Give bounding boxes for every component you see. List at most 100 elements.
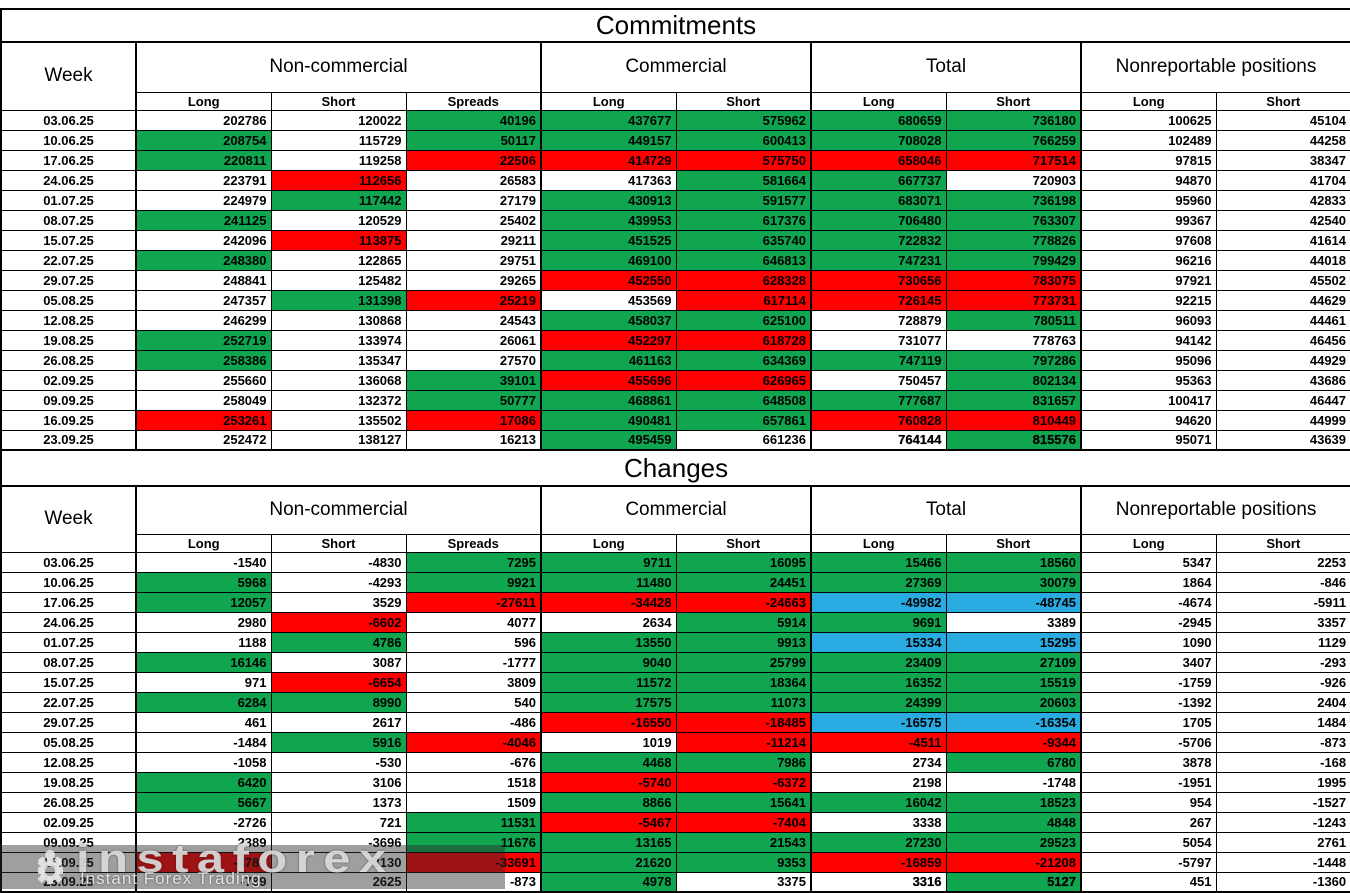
value-cell: 96216 [1080,249,1217,271]
table-row: 09.09.25 258049 132372 50777 468861 648508 777… [0,389,1350,411]
col-header-short: Short [675,533,812,553]
week-cell: 19.08.25 [0,329,137,351]
value-cell: 5054 [1080,831,1217,853]
table-row: 17.06.25 220811 119258 22506 414729 575750 658… [0,149,1350,171]
value-cell: -530 [270,751,407,773]
value-cell: 27179 [405,189,542,211]
value-cell: 223791 [135,169,272,191]
value-cell: 23409 [810,651,947,673]
table-row: 29.07.25 461 2617 -486 -16550 -18485 -16575 -16… [0,711,1350,733]
table-row: 15.07.25 242096 113875 29211 451525 635740 722… [0,229,1350,251]
value-cell: -9344 [945,731,1082,753]
value-cell: -2726 [135,811,272,833]
value-cell: 43639 [1215,429,1350,451]
col-header-long: Long [810,533,947,553]
value-cell: 25799 [675,651,812,673]
value-cell: 648508 [675,389,812,411]
value-cell: 1484 [1215,711,1350,733]
week-cell: 24.06.25 [0,169,137,191]
week-cell: 01.07.25 [0,631,137,653]
value-cell: 2253 [1215,551,1350,573]
value-cell: 138127 [270,429,407,451]
table-row: 19.08.25 6420 3106 1518 -5740 -6372 2198 -1748-… [0,771,1350,793]
value-cell: 617114 [675,289,812,311]
value-cell: 7295 [405,551,542,573]
value-cell: 115729 [270,129,407,151]
value-cell: -1392 [1080,691,1217,713]
value-cell: 490481 [540,409,677,431]
value-cell: 15466 [810,551,947,573]
value-cell: 3389 [945,611,1082,633]
value-cell: -34428 [540,591,677,613]
table-row: 15.07.25 971 -6654 3809 11572 18364 16352 15519… [0,671,1350,693]
week-cell: 26.08.25 [0,791,137,813]
value-cell: 708028 [810,129,947,151]
value-cell: 458037 [540,309,677,331]
value-cell: 1518 [405,771,542,793]
value-cell: 747231 [810,249,947,271]
value-cell: -2945 [1080,611,1217,633]
tagline-text: Instant Forex Trading [80,869,262,888]
value-cell: 95960 [1080,189,1217,211]
value-cell: 25402 [405,209,542,231]
value-cell: 726145 [810,289,947,311]
table-row: 05.08.25 247357 131398 25219 453569 617114 726… [0,289,1350,311]
col-header-long: Long [135,91,272,111]
week-cell: 26.08.25 [0,349,137,371]
value-cell: 728879 [810,309,947,331]
value-cell: 831657 [945,389,1082,411]
value-cell: 1705 [1080,711,1217,733]
value-cell: 100625 [1080,109,1217,131]
value-cell: -18485 [675,711,812,733]
value-cell: -676 [405,751,542,773]
week-cell: 02.09.25 [0,811,137,833]
value-cell: 12057 [135,591,272,613]
value-cell: 253261 [135,409,272,431]
value-cell: 135347 [270,349,407,371]
table-row: 23.09.25 252472 138127 16213 495459 661236 764… [0,429,1350,451]
col-header-short: Short [270,91,407,111]
group-header-non-commercial: Non-commercial [135,485,542,535]
value-cell: 495459 [540,429,677,451]
value-cell: 38347 [1215,149,1350,171]
value-cell: 680659 [810,109,947,131]
value-cell: 1188 [135,631,272,653]
table-row: 05.08.25 -1484 5916 -4046 1019 -11214 -4511 -93… [0,731,1350,753]
value-cell: 24451 [675,571,812,593]
value-cell: 8990 [270,691,407,713]
value-cell: 267 [1080,811,1217,833]
week-cell: 08.07.25 [0,651,137,673]
value-cell: 452297 [540,329,677,351]
week-cell: 17.06.25 [0,591,137,613]
value-cell: -846 [1215,571,1350,593]
value-cell: 3878 [1080,751,1217,773]
week-cell: 02.09.25 [0,369,137,391]
value-cell: 437677 [540,109,677,131]
value-cell: 4468 [540,751,677,773]
col-header-short: Short [945,533,1082,553]
value-cell: 44999 [1215,409,1350,431]
value-cell: 50117 [405,129,542,151]
value-cell: 44929 [1215,349,1350,371]
value-cell: 42540 [1215,209,1350,231]
col-header-long: Long [1080,91,1217,111]
value-cell: 41704 [1215,169,1350,191]
value-cell: 2734 [810,751,947,773]
value-cell: 646813 [675,249,812,271]
group-header-nonreportable-positions: Nonreportable positions [1080,41,1350,93]
value-cell: 736198 [945,189,1082,211]
value-cell: 100417 [1080,389,1217,411]
value-cell: 26061 [405,329,542,351]
table-row: 08.07.25 241125 120529 25402 439953 617376 706… [0,209,1350,231]
value-cell: -5706 [1080,731,1217,753]
value-cell: 208754 [135,129,272,151]
value-cell: -4674 [1080,591,1217,613]
group-header-commercial: Commercial [540,485,812,535]
table-row: 19.08.25 252719 133974 26061 452297 618728 731… [0,329,1350,351]
value-cell: 3316 [810,871,947,893]
changes-title: Changes [0,449,1350,487]
week-cell: 19.08.25 [0,771,137,793]
value-cell: 6420 [135,771,272,793]
value-cell: 11531 [405,811,542,833]
table-row: 02.09.25 255660 136068 39101 455696 626965 750… [0,369,1350,391]
